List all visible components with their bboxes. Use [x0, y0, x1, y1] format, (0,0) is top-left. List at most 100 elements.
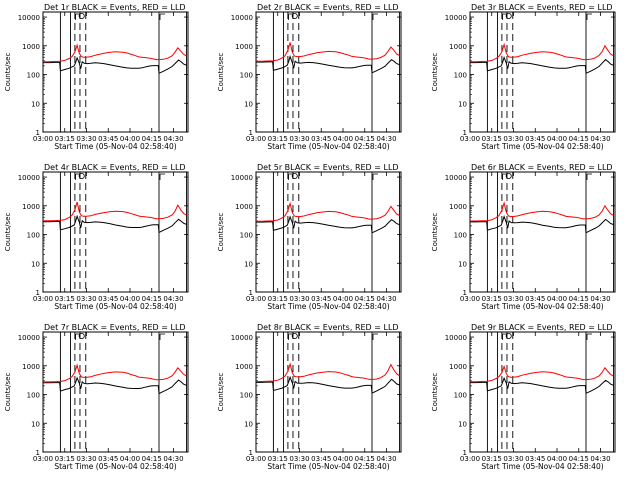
x-tick-label: 03:45 [311, 295, 331, 303]
x-axis-label: Start Time (05-Nov-04 02:58:40) [54, 462, 176, 471]
x-tick-label: 03:00 [246, 455, 266, 463]
y-tick-label: 1000 [22, 363, 40, 371]
x-tick-label: 03:30 [503, 135, 523, 143]
x-tick-label: 03:30 [289, 135, 309, 143]
state-mark [505, 172, 512, 179]
y-tick-label: 10 [244, 100, 253, 108]
series-line-events [43, 56, 187, 75]
y-tick-label: 1000 [449, 363, 467, 371]
x-tick-label: 03:00 [33, 135, 53, 143]
x-axis-label: Start Time (05-Nov-04 02:58:40) [267, 462, 389, 471]
series-group [256, 42, 400, 74]
y-tick-label: 10 [244, 420, 253, 428]
y-tick-label: 100 [454, 232, 467, 240]
state-bracket [586, 333, 593, 340]
x-tick-label: 03:30 [76, 295, 96, 303]
x-tick-label: 03:15 [482, 295, 502, 303]
panel-title: Det 6r BLACK = Events, RED = LLD [471, 163, 613, 172]
plot-frame [255, 171, 402, 293]
y-tick-label: 10000 [18, 334, 40, 342]
time-markers [59, 332, 188, 452]
y-tick-label: 100 [27, 72, 40, 80]
x-tick-label: 04:00 [120, 295, 140, 303]
x-tick-label: 04:00 [333, 135, 353, 143]
y-tick-label: 1 [36, 129, 40, 137]
x-tick-label: 03:30 [503, 295, 523, 303]
detector-panel-5: 1 10 100 1000 10000 03:00 03:15 03:30 03:45 04:00… [217, 163, 402, 311]
state-bracket [372, 333, 379, 340]
y-axis-label: Counts/sec [431, 53, 439, 92]
x-tick-label: 04:15 [142, 295, 162, 303]
state-bracket [159, 173, 166, 180]
series-line-lld [43, 363, 187, 383]
x-axis-label: Start Time (05-Nov-04 02:58:40) [267, 142, 389, 151]
y-tick-label: 10000 [445, 174, 467, 182]
x-tick-label: 04:15 [569, 455, 589, 463]
series-group [470, 364, 614, 395]
series-line-events [470, 376, 614, 395]
state-mark [291, 332, 298, 339]
y-tick-label: 100 [454, 72, 467, 80]
y-tick-label: 10 [31, 100, 40, 108]
detector-panel-7: 1 10 100 1000 10000 03:00 03:15 03:30 03:45 04:00… [4, 323, 189, 471]
x-tick-label: 03:45 [98, 295, 118, 303]
y-tick-label: 10 [458, 100, 467, 108]
x-tick-label: 04:00 [120, 455, 140, 463]
x-tick-label: 04:30 [590, 455, 610, 463]
panel-title: Det 3r BLACK = Events, RED = LLD [471, 3, 613, 12]
plot-frame [469, 11, 616, 133]
panel-title: Det 2r BLACK = Events, RED = LLD [257, 3, 399, 12]
series-group [43, 363, 187, 395]
y-axis-label: Counts/sec [217, 213, 225, 252]
series-line-lld [256, 201, 400, 222]
state-bracket [159, 333, 166, 340]
series-line-lld [470, 201, 614, 222]
plot-frame [42, 331, 189, 453]
series-line-events [256, 375, 400, 394]
state-mark [505, 332, 512, 339]
x-tick-label: 04:30 [590, 295, 610, 303]
y-tick-label: 10 [244, 260, 253, 268]
series-line-lld [470, 42, 614, 63]
series-line-events [256, 55, 400, 74]
x-tick-label: 03:45 [98, 455, 118, 463]
x-tick-label: 03:15 [482, 455, 502, 463]
x-tick-label: 03:45 [311, 135, 331, 143]
x-tick-label: 04:00 [547, 135, 567, 143]
panel-title: Det 5r BLACK = Events, RED = LLD [257, 163, 399, 172]
time-markers [272, 12, 400, 132]
x-tick-label: 03:45 [98, 135, 118, 143]
y-tick-label: 100 [454, 392, 467, 400]
x-tick-label: 03:00 [246, 295, 266, 303]
x-axis-label: Start Time (05-Nov-04 02:58:40) [54, 142, 176, 151]
y-tick-label: 1 [249, 129, 253, 137]
y-tick-label: 10000 [445, 14, 467, 22]
y-tick-label: 1000 [22, 203, 40, 211]
state-bracket [372, 13, 379, 20]
detector-panel-8: 1 10 100 1000 10000 03:00 03:15 03:30 03:45 04:00… [217, 323, 402, 471]
y-axis-label: Counts/sec [4, 213, 12, 252]
x-tick-label: 04:30 [376, 295, 396, 303]
x-tick-label: 03:00 [460, 455, 480, 463]
x-tick-label: 03:00 [246, 135, 266, 143]
time-markers [486, 332, 614, 452]
x-tick-label: 03:45 [525, 135, 545, 143]
x-tick-label: 03:30 [76, 135, 96, 143]
x-tick-label: 03:45 [525, 295, 545, 303]
x-tick-label: 04:15 [355, 455, 375, 463]
x-tick-label: 03:45 [525, 455, 545, 463]
x-tick-label: 03:00 [460, 295, 480, 303]
y-tick-label: 100 [27, 232, 40, 240]
y-tick-label: 1 [463, 289, 467, 297]
x-tick-label: 03:00 [33, 295, 53, 303]
y-tick-label: 10 [458, 260, 467, 268]
y-tick-label: 100 [27, 392, 40, 400]
y-axis-label: Counts/sec [431, 373, 439, 412]
y-tick-label: 10000 [18, 14, 40, 22]
y-tick-label: 1000 [235, 363, 253, 371]
plot-frame [469, 331, 616, 453]
x-tick-label: 04:15 [355, 135, 375, 143]
x-tick-label: 03:15 [482, 135, 502, 143]
detector-panel-4: 1 10 100 1000 10000 03:00 03:15 03:30 03:45 04:00… [4, 163, 189, 311]
